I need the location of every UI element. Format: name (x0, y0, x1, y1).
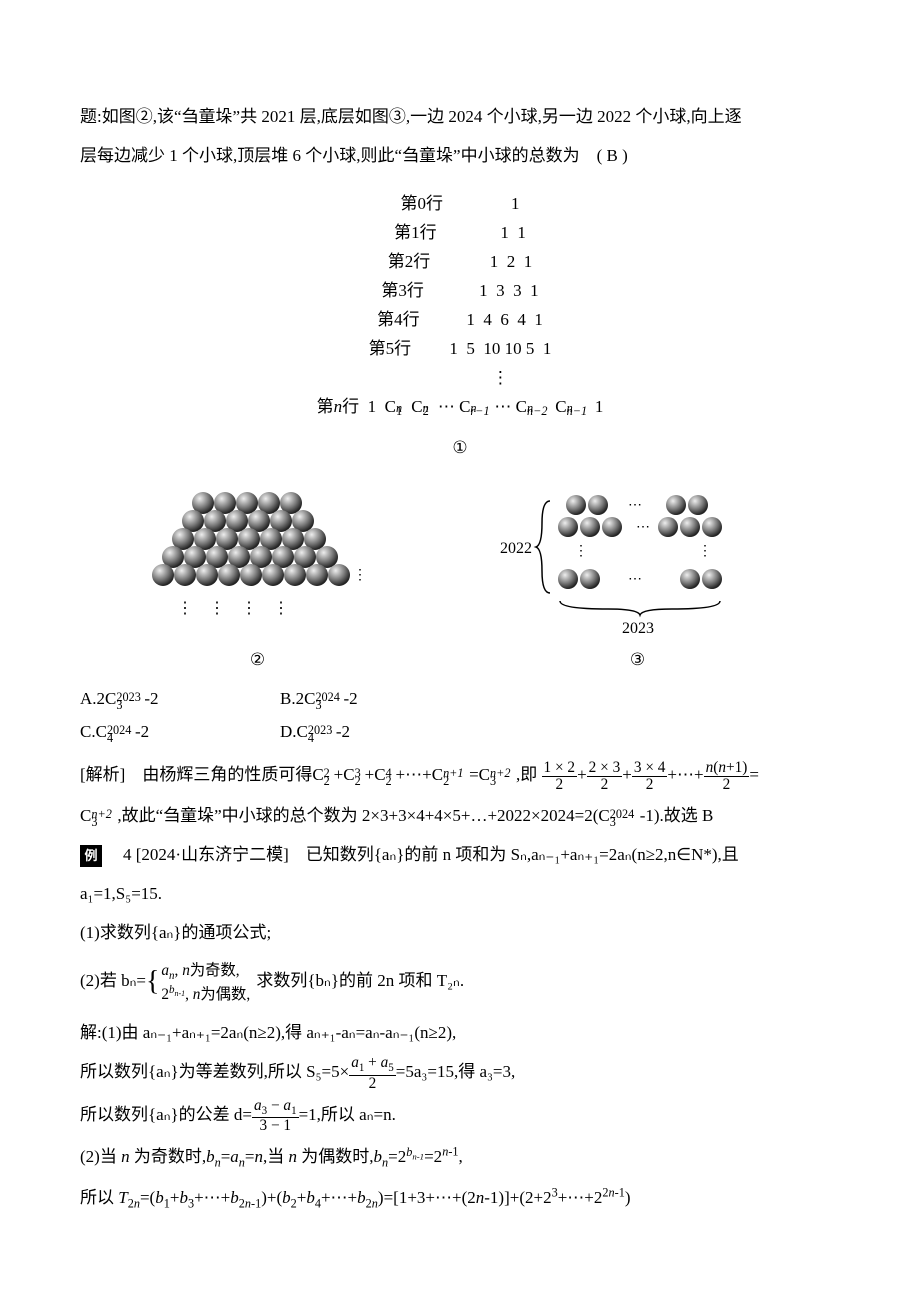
pascal-row-0: 第0行 1 (80, 190, 840, 219)
pascal-row-1: 第1行 1 1 (80, 219, 840, 248)
svg-text:2022: 2022 (500, 540, 532, 557)
option-a: A.2C32023-2 (80, 682, 280, 715)
example-badge-icon: 例 (80, 845, 102, 867)
intro-line-1: 题:如图②,该“刍童垛”共 2021 层,底层如图③,一边 2024 个小球,另… (80, 100, 840, 133)
figure-2: ⋮ ⋮ ⋮ ⋮ ⋮ ② (143, 483, 373, 676)
svg-text:⋮: ⋮ (574, 544, 588, 559)
pascal-row-5: 第5行 1 5 10 10 5 1 (80, 335, 840, 364)
pascal-row-4: 第4行 1 4 6 4 1 (80, 306, 840, 335)
figure-3-label: ③ (630, 643, 645, 676)
svg-text:⋯: ⋯ (628, 498, 642, 513)
svg-text:2023: 2023 (622, 620, 654, 637)
figure-3: 2022 ⋯ ⋯ ⋮ ⋮ ⋯ 2023 ③ (498, 483, 778, 676)
example-4-title: 例 4 [2024·山东济宁二模] 已知数列{aₙ}的前 n 项和为 Sₙ,aₙ… (80, 838, 840, 871)
question-1: (1)求数列{aₙ}的通项公式; (80, 916, 840, 949)
solution-5: 所以 T2n=(b1+b3+⋯+b2n-1)+(b2+b4+⋯+b2n)=[1+… (80, 1181, 840, 1216)
option-d: D.C42023-2 (280, 715, 480, 748)
pascal-row-2: 第2行 1 2 1 (80, 248, 840, 277)
svg-text:⋯: ⋯ (636, 520, 650, 535)
sphere-stack-icon: ⋮ ⋮ ⋮ ⋮ ⋮ (143, 483, 373, 643)
svg-text:⋮ ⋮ ⋮ ⋮: ⋮ ⋮ ⋮ ⋮ (177, 600, 289, 617)
figure-row: ⋮ ⋮ ⋮ ⋮ ⋮ ② 2022 ⋯ ⋯ (80, 483, 840, 676)
example-4-cond: a₁=1,S₅=15. (80, 877, 840, 910)
option-b: B.2C32024-2 (280, 682, 480, 715)
figure-1-label: ① (80, 431, 840, 464)
solution-4: (2)当 n 为奇数时,bn=an=n,当 n 为偶数时,bn=2bn-1=2n… (80, 1140, 840, 1175)
question-2: (2)若 bₙ={an, n为奇数,2bn-1, n为偶数, 求数列{bₙ}的前… (80, 955, 840, 1010)
svg-text:⋮: ⋮ (698, 544, 712, 559)
option-c: C.C42024-2 (80, 715, 280, 748)
svg-text:⋯: ⋯ (628, 572, 642, 587)
figure-2-label: ② (250, 643, 265, 676)
solution-2: 所以数列{aₙ}为等差数列,所以 S₅=5×a1 + a52=5a₃=15,得 … (80, 1055, 840, 1092)
intro-line-2: 层每边减少 1 个小球,顶层堆 6 个小球,则此“刍童垛”中小球的总数为 ( B… (80, 139, 840, 172)
svg-text:⋮: ⋮ (353, 568, 367, 583)
solution-3: 所以数列{aₙ}的公差 d=a3 − a13 − 1=1,所以 aₙ=n. (80, 1098, 840, 1135)
solution-1: 解:(1)由 aₙ₋₁+aₙ₊₁=2aₙ(n≥2),得 aₙ₊₁-aₙ=aₙ-a… (80, 1016, 840, 1049)
pascal-row-n: 第n行 1 C1n C2n ⋯ Cr−1n⋯ Cn−2n Cn−1n 1 (80, 393, 840, 422)
pascal-triangle: 第0行 1 第1行 1 1 第2行 1 2 1 第3行 1 3 3 1 第4行 … (80, 190, 840, 421)
sphere-layer-icon: 2022 ⋯ ⋯ ⋮ ⋮ ⋯ 2023 (498, 483, 778, 643)
pascal-vdots: ⋮ (80, 364, 840, 393)
pascal-row-3: 第3行 1 3 3 1 (80, 277, 840, 306)
options: A.2C32023-2 B.2C32024-2 C.C42024-2 D.C42… (80, 682, 840, 748)
analysis-2: C3n+2,故此“刍童垛”中小球的总个数为 2×3+3×4+4×5+…+2022… (80, 799, 840, 832)
analysis-1: [解析] 由杨辉三角的性质可得C22+C23+C24+⋯+C2n+1=C3n+2… (80, 758, 840, 793)
